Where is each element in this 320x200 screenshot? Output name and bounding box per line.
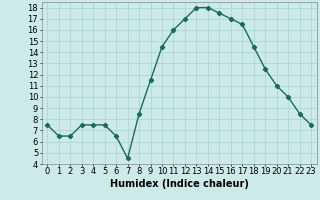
X-axis label: Humidex (Indice chaleur): Humidex (Indice chaleur) [110,179,249,189]
